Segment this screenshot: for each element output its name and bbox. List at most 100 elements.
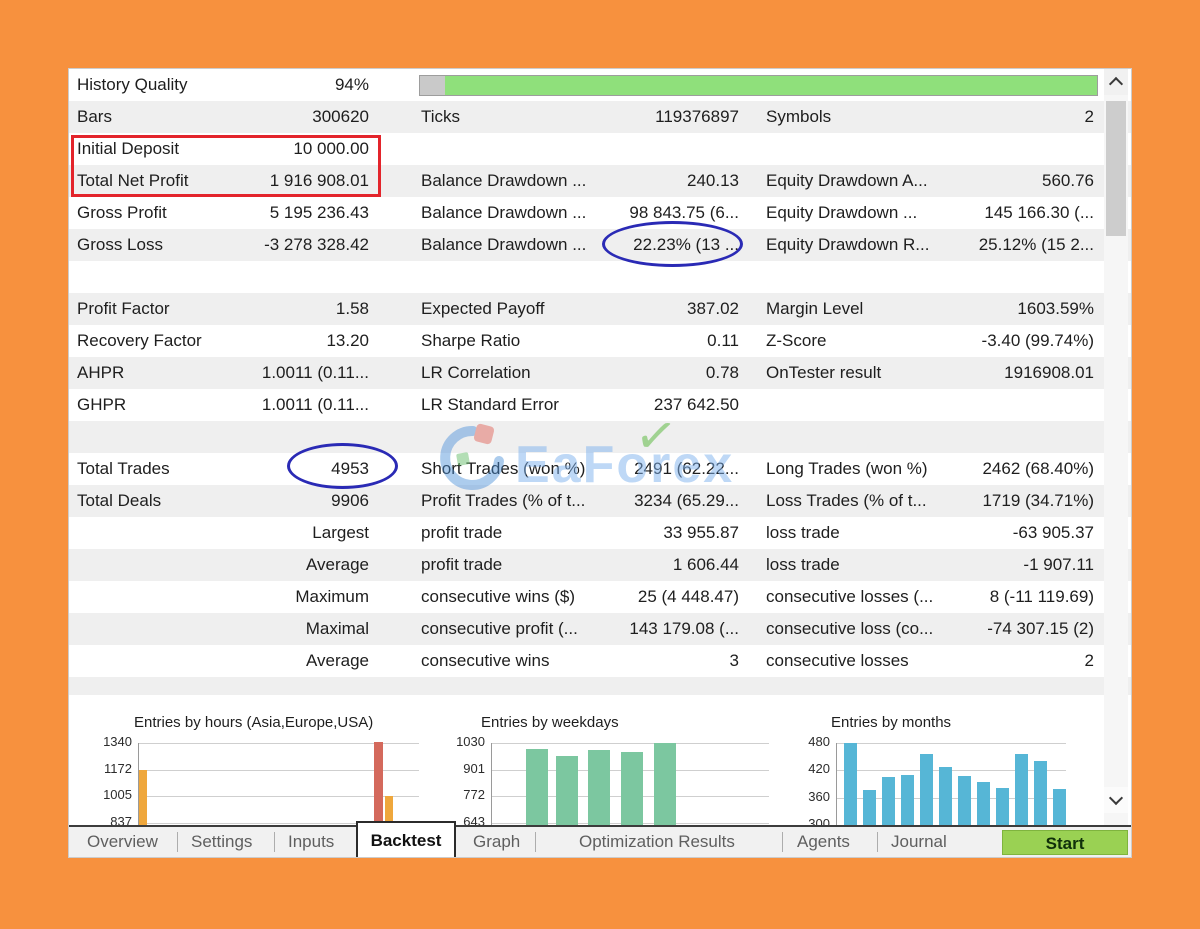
chevron-down-icon [1108,790,1124,806]
bar [901,774,914,829]
stat-value: 3 [729,651,739,670]
y-axis-line [491,743,492,829]
stat-label: Equity Drawdown R... [766,235,930,254]
stat-group-label: Average [305,555,369,574]
start-button[interactable]: Start [1002,830,1128,855]
chart-gridline [138,822,419,824]
stat-value: 1.0011 (0.11... [261,395,369,414]
tab-agents[interactable]: Agents [797,832,850,851]
stat-label: Short Trades (won %) [421,459,586,478]
stat-value: -3 278 328.42 [264,235,369,254]
stat-value: 387.02 [687,299,739,318]
stat-label: Margin Level [766,299,864,318]
tab-backtest-active[interactable]: Backtest [356,821,456,857]
bar [996,787,1009,829]
tab-graph[interactable]: Graph [473,832,521,851]
table-row: Gross Profit 5 195 236.43 Balance Drawdown… [69,197,1131,229]
stat-label: Ticks [421,107,461,126]
scroll-up-button[interactable] [1104,69,1128,95]
scrollbar-thumb[interactable] [1106,101,1126,236]
stat-value: -63 905.37 [1012,523,1094,542]
stat-label: LR Standard Error [421,395,559,414]
stat-value: 1 916 908.01 [269,171,369,190]
stat-group-label: Largest [312,523,369,542]
table-row: Recovery Factor 13.20 Sharpe Ratio 0.11 Z-Sc… [69,325,1131,357]
table-row: Profit Factor 1.58 Expected Payoff 387.02 Ma… [69,293,1131,325]
stat-label: consecutive wins [421,651,550,670]
bar [958,775,971,829]
table-row: Total Net Profit 1 916 908.01 Balance Draw… [69,165,1131,197]
table-row: History Quality 94% [69,69,1131,101]
bar [374,742,383,829]
stat-value: 9906 [331,491,369,510]
bar [139,769,147,829]
bar [882,776,895,829]
stat-value: 0.78 [705,363,739,382]
y-axis-tick-label: 1340 [103,734,132,749]
scroll-down-button[interactable] [1104,787,1128,813]
bar [556,755,578,829]
bar [1015,753,1028,829]
stat-value: 237 642.50 [653,395,739,414]
chart-gridline [138,769,419,771]
tab-optimization-results[interactable]: Optimization Results [579,832,735,851]
stat-group-label: Average [305,651,369,670]
stat-label: Total Deals [77,491,162,510]
tab-journal[interactable]: Journal [891,832,947,851]
y-axis-tick-label: 1172 [104,760,132,776]
stat-value: -3.40 (99.74%) [981,331,1094,350]
table-row: Average profit trade 1 606.44 loss trade -1 … [69,549,1131,581]
y-axis-line [138,743,139,829]
stat-label: Initial Deposit [77,139,180,158]
chevron-up-icon [1108,76,1124,92]
stat-label: Total Trades [77,459,170,478]
vertical-scrollbar[interactable] [1104,69,1128,827]
stat-label: AHPR [77,363,125,382]
stat-value: 3234 (65.29... [634,491,739,510]
stat-value: 5 195 236.43 [269,203,369,222]
stat-value: 10 000.00 [293,139,369,158]
stat-value: 145 166.30 (... [984,203,1094,222]
stat-label: consecutive wins ($) [421,587,576,606]
bar [844,743,857,829]
y-axis-tick-label: 1005 [103,787,132,803]
stat-value: 143 179.08 (... [629,619,739,638]
stat-value: 1.58 [335,299,369,318]
stats-table: History Quality 94% Bars 300620 Ticks 119376… [69,69,1131,677]
table-row-empty [69,261,1131,293]
y-axis-line [836,743,837,829]
bar [588,750,610,829]
table-row: Bars 300620 Ticks 119376897 Symbols 2 [69,101,1131,133]
stat-label: consecutive loss (co... [766,619,934,638]
entries-by-weekdays-chart: Entries by weekdays 1030 901 772 643 [421,706,769,829]
stat-label: Expected Payoff [421,299,545,318]
table-row-empty [69,421,1131,453]
entries-by-hours-chart: Entries by hours (Asia,Europe,USA) 1340 1… [69,706,421,829]
stat-value: 8 (-11 119.69) [989,587,1094,606]
stat-value: 25.12% (15 2... [978,235,1094,254]
stat-value: 2 [1084,107,1094,126]
tab-inputs[interactable]: Inputs [288,832,335,851]
stat-value: 1.0011 (0.11... [261,363,369,382]
stat-label: Sharpe Ratio [421,331,521,350]
stat-label: GHPR [77,395,127,414]
stat-value: 4953 [331,459,369,478]
stat-label: Symbols [766,107,832,126]
tab-settings[interactable]: Settings [191,832,253,851]
stat-value: 25 (4 448.47) [637,587,739,606]
bar [526,748,548,829]
stat-label: Balance Drawdown ... [421,235,587,254]
y-axis-tick-label: 901 [463,760,485,776]
bar [920,753,933,829]
stat-label: Profit Factor [77,299,170,318]
progress-fill [445,76,1097,95]
tab-separator [274,832,275,852]
tab-overview[interactable]: Overview [87,832,158,851]
stat-label: Equity Drawdown A... [766,171,928,190]
chart-title: Entries by months [831,714,952,731]
table-row: Maximal consecutive profit (... 143 179.08… [69,613,1131,645]
stat-value: 240.13 [687,171,739,190]
chart-gridline [836,743,1066,744]
stat-label: OnTester result [766,363,882,382]
